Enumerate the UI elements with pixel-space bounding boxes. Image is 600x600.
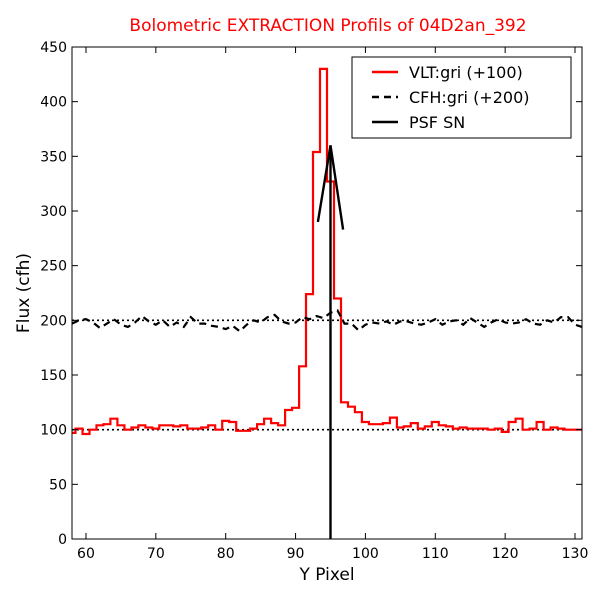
x-tick-label: 130 [562, 546, 589, 562]
chart-title: Bolometric EXTRACTION Profils of 04D2an_… [129, 16, 526, 36]
plot-frame [71, 46, 583, 540]
y-tick-label: 300 [40, 204, 67, 220]
x-tick-label: 100 [352, 546, 379, 562]
y-axis-label: Flux (cfh) [14, 253, 34, 333]
legend-label: PSF SN [409, 113, 465, 132]
y-tick-label: 0 [58, 532, 67, 548]
y-tick-label: 150 [40, 368, 67, 384]
plot-area [71, 46, 583, 540]
series-line-cfh [72, 309, 582, 333]
x-tick-label: 60 [77, 546, 95, 562]
x-axis: 60 70 80 90 100 110 120 130 [77, 47, 588, 562]
legend: VLT:gri (+100) CFH:gri (+200) PSF SN [351, 56, 572, 139]
x-tick-label: 110 [422, 546, 449, 562]
y-tick-label: 350 [40, 149, 67, 165]
legend-label: CFH:gri (+200) [409, 88, 530, 107]
x-tick-label: 120 [492, 546, 519, 562]
x-tick-label: 90 [287, 546, 305, 562]
y-tick-label: 400 [40, 95, 67, 111]
y-tick-label: 250 [40, 259, 67, 275]
y-tick-label: 450 [40, 40, 67, 56]
series-line-vlt [72, 67, 582, 436]
y-tick-label: 50 [49, 477, 67, 493]
y-tick-label: 100 [40, 423, 67, 439]
legend-label: VLT:gri (+100) [409, 63, 523, 82]
y-tick-label: 200 [40, 313, 67, 329]
x-tick-label: 70 [147, 546, 165, 562]
y-axis: 0 50 100 150 200 250 300 350 400 450 [40, 40, 582, 548]
x-axis-label: Y Pixel [298, 565, 354, 585]
x-tick-label: 80 [217, 546, 235, 562]
